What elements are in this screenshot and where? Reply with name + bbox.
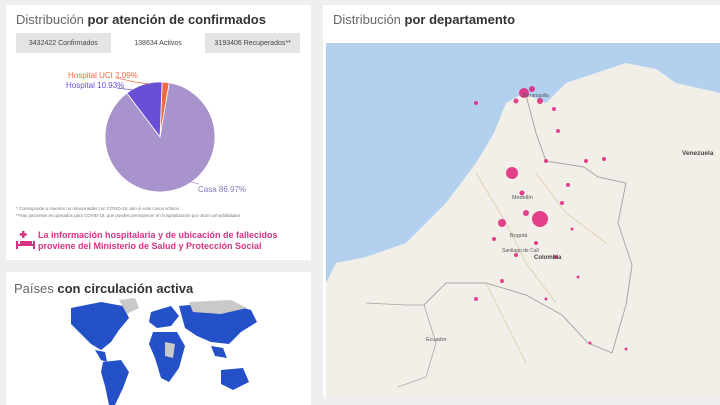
department-bubble[interactable] <box>532 211 548 227</box>
label-venezuela: Venezuela <box>682 150 714 157</box>
department-bubble[interactable] <box>498 219 506 227</box>
department-bubble[interactable] <box>513 98 519 104</box>
dep-title-prefix: Distribución <box>333 12 401 27</box>
asia-shape <box>179 302 257 344</box>
department-bubble[interactable] <box>519 88 529 98</box>
hospital-info-text: La información hospitalaria y de ubicaci… <box>38 230 278 252</box>
status-tabs: 3432422 Confirmados 138634 Activos 31934… <box>16 33 300 53</box>
department-bubble[interactable] <box>523 210 529 216</box>
label-barranquilla: Barranquilla <box>522 93 549 99</box>
south-america-shape <box>101 360 129 405</box>
africa-grey-shape <box>165 342 175 358</box>
department-bubble[interactable] <box>554 255 558 259</box>
roads <box>475 172 607 364</box>
department-bubble[interactable] <box>474 297 478 301</box>
departamento-card: Distribución por departamento Barranquil… <box>323 5 720 397</box>
confirmados-card-title: Distribución por atención de confirmados <box>16 12 266 27</box>
title-prefix: Distribución <box>16 12 84 27</box>
greenland-shape <box>119 298 139 314</box>
label-colombia: Colombia <box>534 255 562 261</box>
department-bubble[interactable] <box>529 86 535 92</box>
dep-title-bold: por departamento <box>404 12 516 27</box>
pie-label-casa: Casa 86.97% <box>198 185 247 194</box>
bubble-layer <box>474 86 628 351</box>
australia-shape <box>221 368 249 390</box>
department-bubble[interactable] <box>500 279 504 283</box>
pie-label-hospital: Hospital 10.93% <box>66 81 125 90</box>
department-bubble[interactable] <box>624 347 628 351</box>
tab-activos[interactable]: 138634 Activos <box>110 33 206 53</box>
land-area <box>326 73 720 397</box>
paises-title-prefix: Países <box>14 281 54 296</box>
department-bubble[interactable] <box>602 157 606 161</box>
department-bubble[interactable] <box>537 98 543 104</box>
colombia-border <box>423 94 633 354</box>
paises-card: Países con circulación activa <box>6 272 311 405</box>
central-america-shape <box>95 350 107 362</box>
department-bubble[interactable] <box>492 237 496 241</box>
department-bubble[interactable] <box>560 201 564 205</box>
department-bubble[interactable] <box>514 253 518 257</box>
hospital-info-line-1: La información hospitalaria y de ubicaci… <box>38 230 278 240</box>
africa-shape <box>149 332 185 382</box>
department-bubble[interactable] <box>544 159 548 163</box>
north-america-shape <box>71 302 129 350</box>
world-map <box>71 298 257 405</box>
department-bubble[interactable] <box>570 227 574 231</box>
departamento-card-title: Distribución por departamento <box>333 12 515 27</box>
label-medellin: Medellín <box>512 195 533 201</box>
tab-recuperados[interactable]: 3193406 Recuperados** <box>214 39 291 47</box>
pie-slice[interactable] <box>104 82 216 193</box>
department-bubble[interactable] <box>552 107 556 111</box>
title-bold: por atención de confirmados <box>87 12 266 27</box>
department-bubble[interactable] <box>566 183 570 187</box>
paises-card-title: Países con circulación activa <box>14 281 193 296</box>
tab-confirmados[interactable]: 3432422 Confirmados <box>28 39 98 47</box>
paises-title-bold: con circulación activa <box>57 281 194 296</box>
hospital-bed-icon <box>16 231 35 249</box>
colombia-map: Barranquilla Venezuela Medellín Bogotá S… <box>326 43 720 397</box>
department-bubble[interactable] <box>556 129 560 133</box>
label-bogota: Bogotá <box>510 233 528 239</box>
ecuador-border <box>365 302 437 388</box>
department-bubble[interactable] <box>534 241 538 245</box>
label-ecuador: Ecuador <box>426 337 447 343</box>
department-bubble[interactable] <box>506 167 518 179</box>
europe-shape <box>149 306 179 328</box>
footnote-2: **Hay pacientes recuperados para COVID-1… <box>16 213 241 218</box>
southeast-asia-shape <box>211 346 227 358</box>
label-cali: Santiago de Cali <box>502 248 539 254</box>
department-bubble[interactable] <box>519 190 525 196</box>
department-bubble[interactable] <box>576 275 580 279</box>
department-bubble[interactable] <box>584 159 588 163</box>
footnote-1: * Corresponde a muertes no relacionadas … <box>16 206 179 211</box>
department-bubble[interactable] <box>588 341 592 345</box>
department-bubble[interactable] <box>544 297 548 301</box>
venezuela-land <box>596 63 720 123</box>
hospital-info-line-2: proviene del Ministerio de Salud y Prote… <box>38 241 262 251</box>
pie-label-uci: Hospital UCI 2.09% <box>68 71 138 80</box>
department-bubble[interactable] <box>474 101 478 105</box>
russia-grey-shape <box>189 300 247 314</box>
pie-chart <box>104 77 216 193</box>
